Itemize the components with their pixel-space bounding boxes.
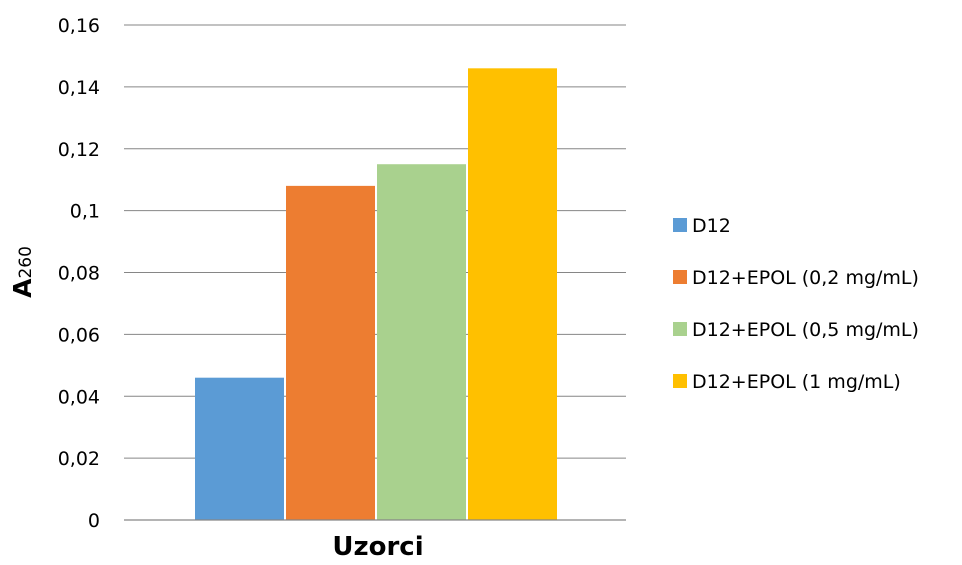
y-tick-label: 0,12 — [58, 139, 100, 161]
legend-label: D12 — [692, 215, 731, 237]
y-tick-label: 0,1 — [70, 201, 100, 223]
y-axis-title-main: A — [8, 278, 37, 298]
legend-label: D12+EPOL (1 mg/mL) — [692, 371, 901, 393]
bars — [195, 68, 557, 520]
bar — [377, 164, 466, 520]
y-tick-label: 0,06 — [58, 324, 100, 346]
bar — [468, 68, 557, 520]
legend-swatch — [673, 270, 687, 284]
y-tick-label: 0,02 — [58, 448, 100, 470]
legend: D12 D12+EPOL (0,2 mg/mL) D12+EPOL (0,5 mg/… — [673, 215, 919, 393]
bar — [286, 185, 375, 520]
y-axis-title-subscript: 260 — [16, 246, 36, 278]
y-axis-title: A260 — [8, 246, 37, 298]
legend-label: D12+EPOL (0,2 mg/mL) — [692, 267, 919, 289]
legend-swatch — [673, 374, 687, 388]
legend-label: D12+EPOL (0,5 mg/mL) — [692, 319, 919, 341]
bar — [195, 377, 284, 520]
y-tick-label: 0,16 — [58, 15, 100, 37]
y-tick-label: 0,08 — [58, 263, 100, 285]
y-tick-label: 0,04 — [58, 386, 100, 408]
x-axis-title: Uzorci — [332, 532, 423, 562]
y-tick-labels: 0 0,02 0,04 0,06 0,08 0,1 0,12 0,14 0,16 — [58, 15, 100, 532]
legend-swatch — [673, 322, 687, 336]
y-tick-label: 0 — [88, 510, 100, 532]
legend-swatch — [673, 218, 687, 232]
y-tick-label: 0,14 — [58, 77, 100, 99]
